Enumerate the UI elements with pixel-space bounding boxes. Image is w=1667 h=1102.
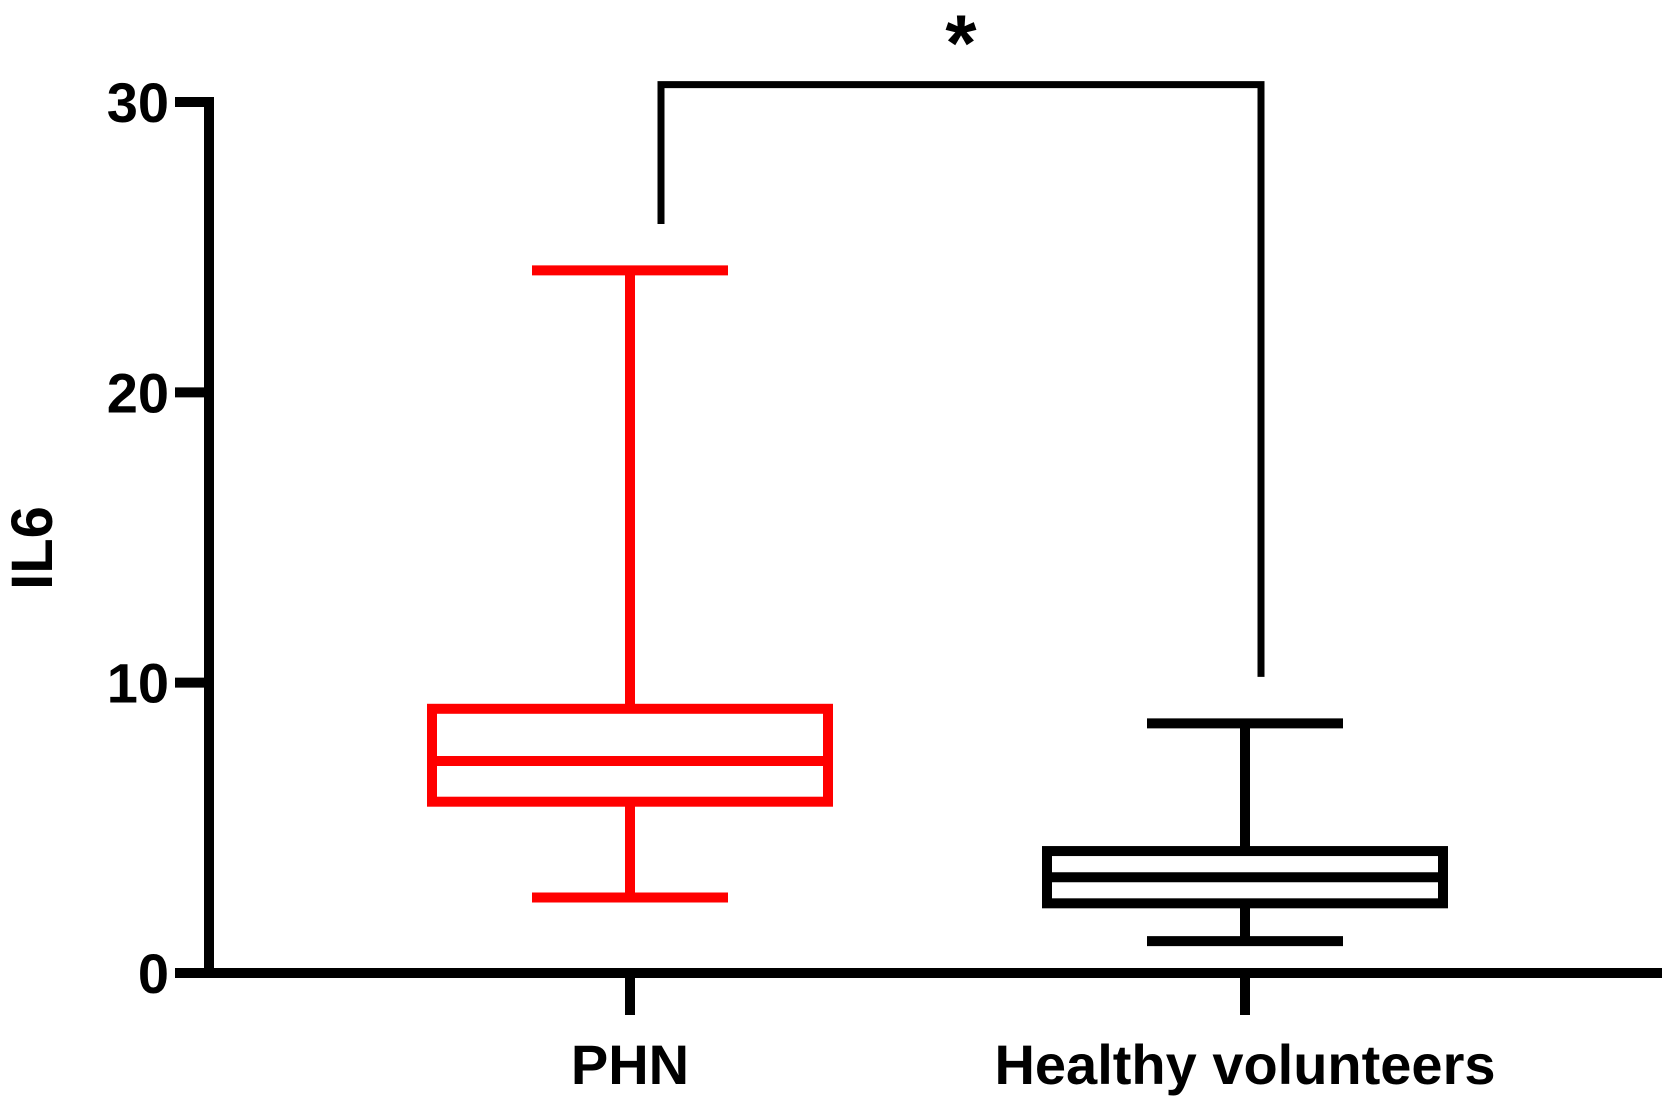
significance-label: * [945,0,977,88]
y-axis-label: IL6 [0,506,65,590]
box-1 [427,265,833,903]
y-ticks: 0 10 20 30 PHN Healthy volunteers [107,71,1496,1096]
annotations: * [657,0,1265,677]
y-tick-label: 0 [138,942,169,1005]
y-tick-label: 20 [107,361,169,424]
axes [204,97,1662,978]
y-tick-label: 30 [107,71,169,134]
boxes [427,265,1448,947]
iqr-box [427,703,833,807]
significance-bracket: * [657,0,1265,677]
box-2 [1042,718,1448,947]
x-tick-label: Healthy volunteers [994,1033,1495,1096]
y-tick-label: 10 [107,652,169,715]
bracket-line [657,81,1265,677]
x-tick-label: PHN [571,1033,689,1096]
